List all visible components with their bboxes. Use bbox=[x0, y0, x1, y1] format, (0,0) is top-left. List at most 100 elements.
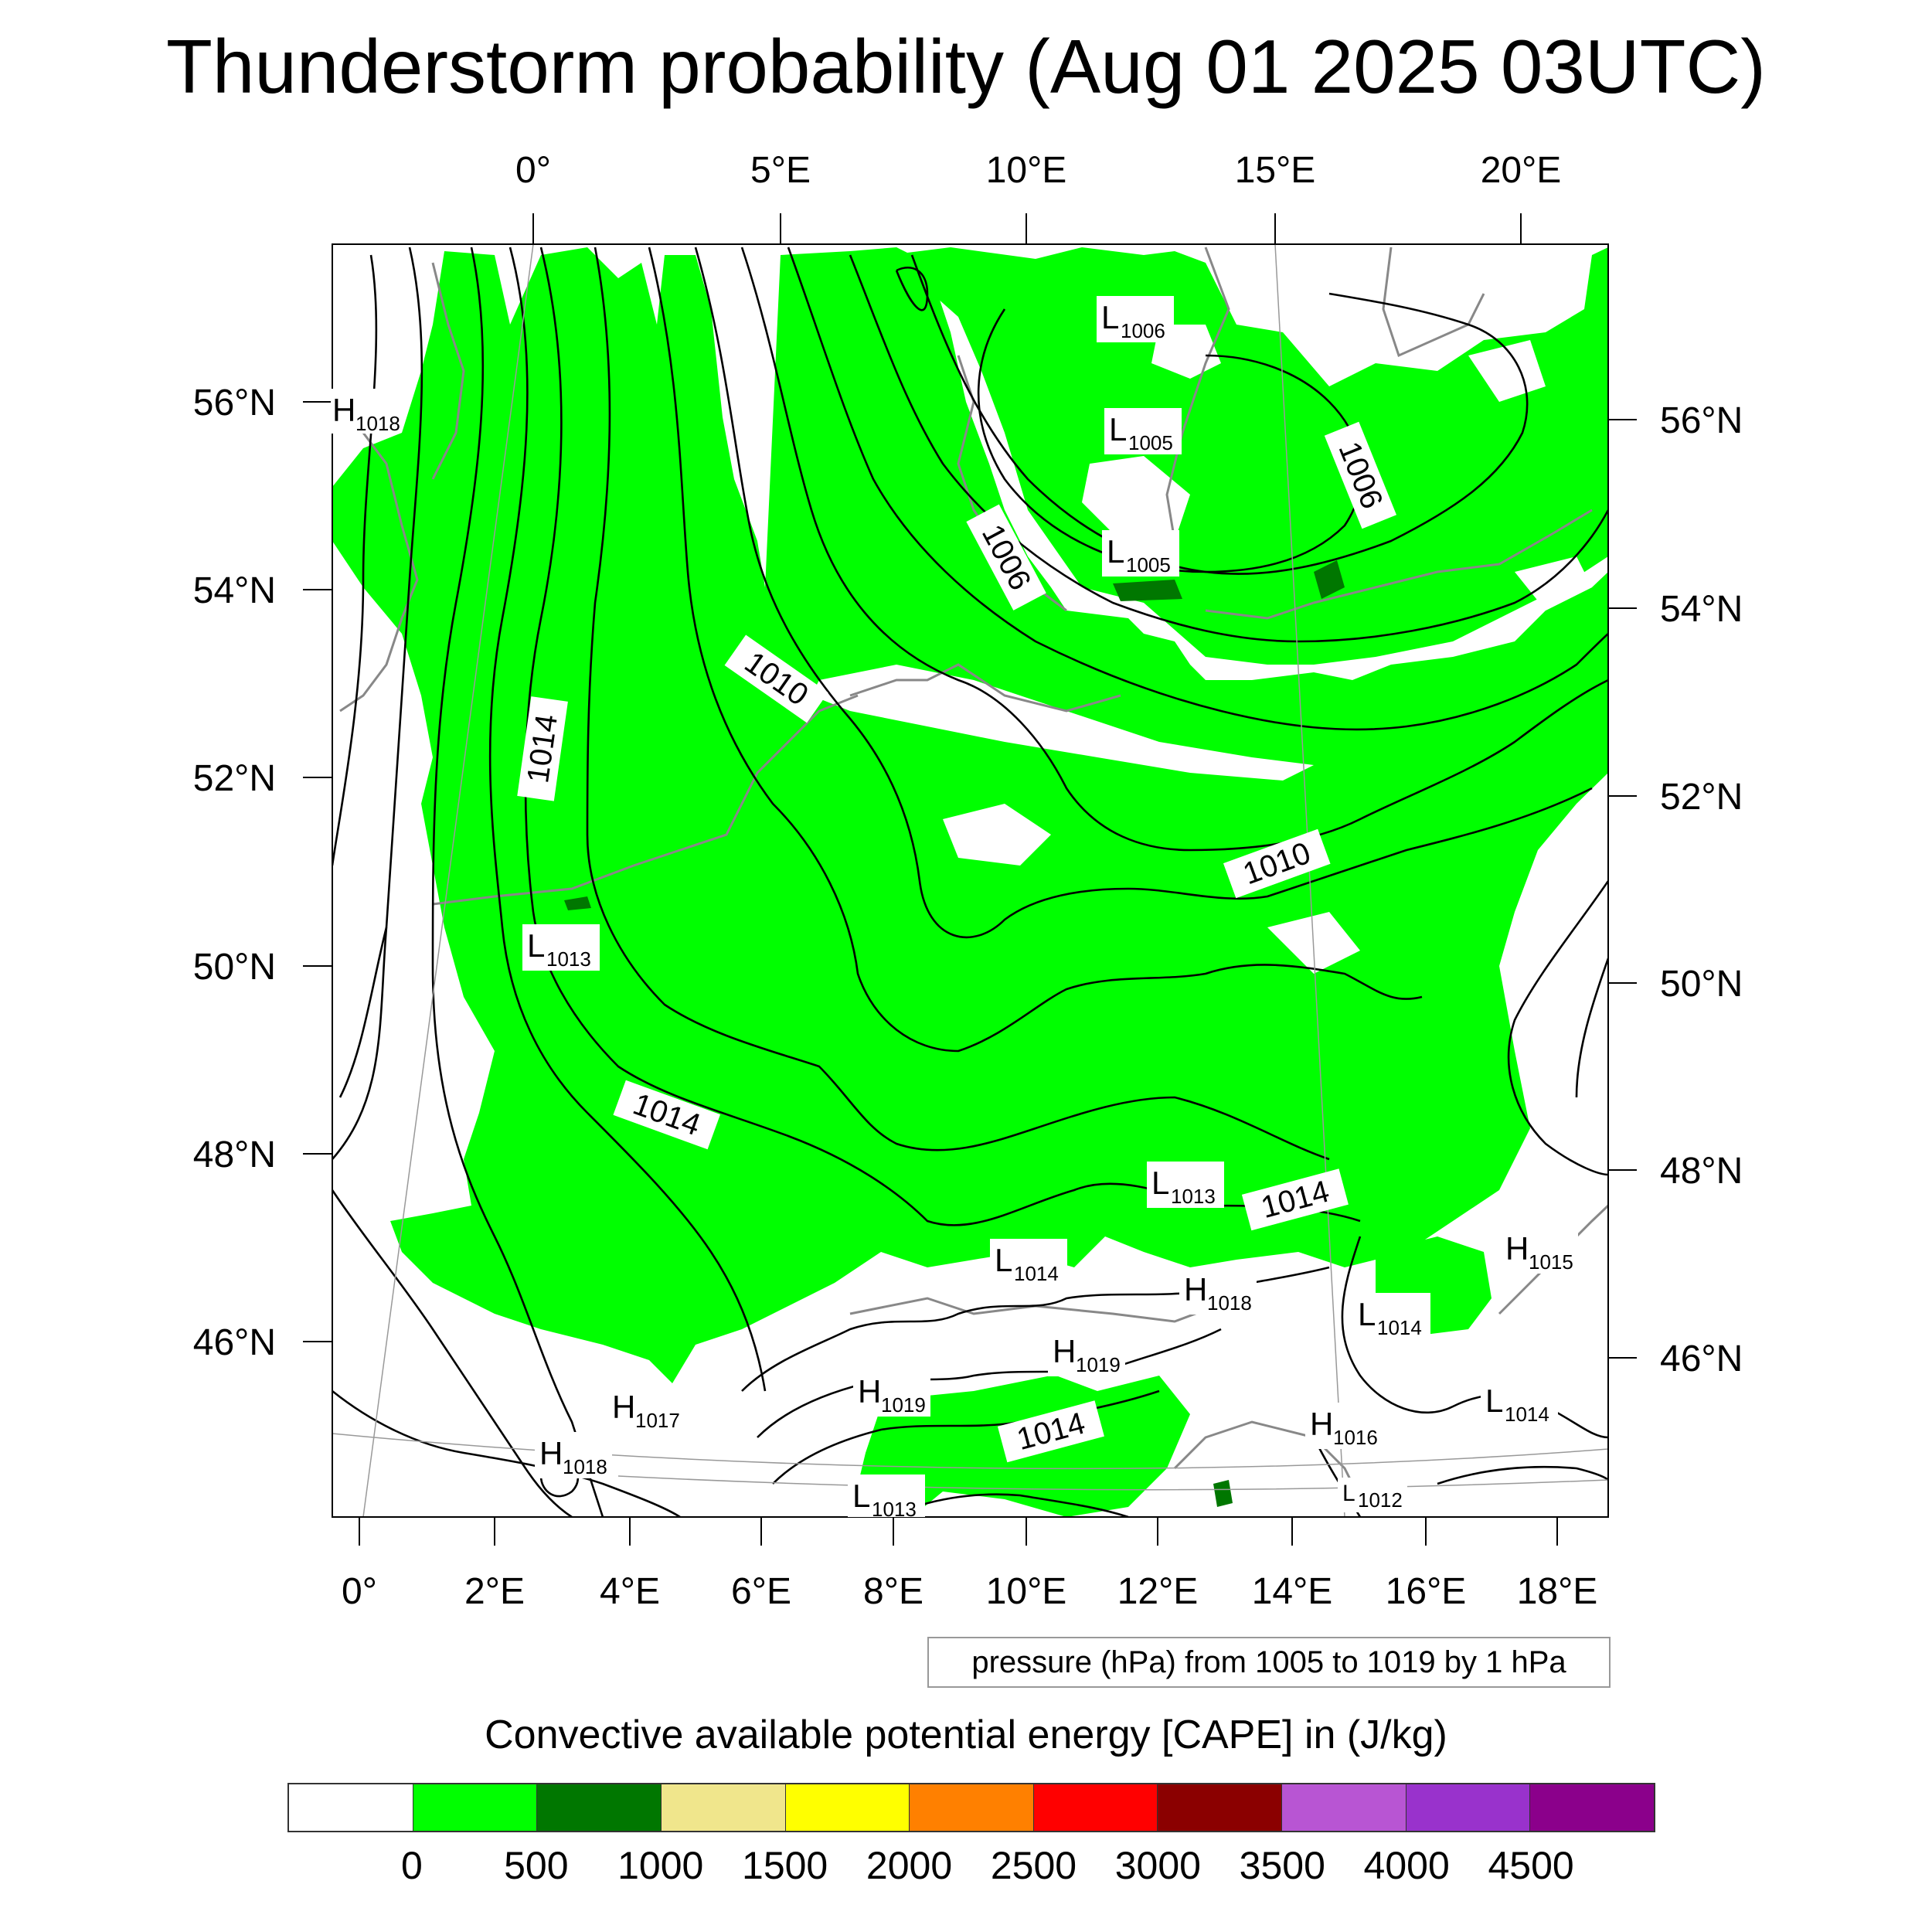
coastline-northsea bbox=[849, 663, 1121, 713]
colorbar-swatch bbox=[910, 1784, 1034, 1831]
pressure-center-value: 1013 bbox=[1171, 1185, 1216, 1208]
colorbar-label: 3000 bbox=[1114, 1844, 1201, 1887]
graticule-lat-45-b bbox=[617, 1475, 1608, 1491]
pressure-center-type: L bbox=[1107, 533, 1124, 570]
colorbar-label: 4000 bbox=[1363, 1844, 1450, 1887]
colorbar-label: 1000 bbox=[617, 1844, 704, 1887]
isobar-west-3 bbox=[431, 247, 604, 1517]
colorbar-label: 1500 bbox=[742, 1844, 828, 1887]
left-lat-label: 56°N bbox=[193, 383, 276, 423]
left-lat-label: 52°N bbox=[193, 758, 276, 799]
coastline-britain-east bbox=[431, 262, 465, 480]
isobar-east-1 bbox=[1507, 880, 1608, 1176]
pressure-center-value: 1014 bbox=[1377, 1316, 1422, 1339]
colorbar-swatch bbox=[1406, 1784, 1531, 1831]
pressure-center-type: H bbox=[1310, 1406, 1333, 1442]
coastline-adriatic bbox=[1173, 1420, 1362, 1500]
isobar-west-1 bbox=[332, 254, 378, 866]
colorbar-label: 4500 bbox=[1488, 1844, 1574, 1887]
right-ticks bbox=[1608, 419, 1637, 1359]
pressure-center-value: 1018 bbox=[355, 412, 400, 435]
pressure-center-type: L bbox=[527, 927, 545, 964]
isobar-1007 bbox=[910, 254, 1529, 575]
isobar-1013 bbox=[586, 247, 1330, 1161]
isobar-west-4 bbox=[488, 247, 767, 1392]
isobar-north-small bbox=[895, 266, 929, 311]
pressure-center-type: H bbox=[1505, 1230, 1529, 1267]
coastline-baltic-south bbox=[1205, 509, 1593, 620]
right-lat-label: 52°N bbox=[1660, 777, 1743, 818]
colorbar-label: 3500 bbox=[1239, 1844, 1325, 1887]
pressure-center-value: 1013 bbox=[872, 1498, 917, 1521]
pressure-center: H 1019 bbox=[1048, 1330, 1125, 1376]
cape-gap-3 bbox=[1082, 456, 1190, 541]
coastlines bbox=[338, 247, 1608, 1500]
pressure-center-type: L bbox=[1342, 1481, 1355, 1506]
top-lon-label: 20°E bbox=[1481, 150, 1562, 191]
pressure-center: L 1005 bbox=[1104, 408, 1182, 454]
pressure-center-type: L bbox=[1485, 1383, 1503, 1419]
cape-region-east bbox=[889, 247, 1608, 665]
top-lon-labels: 0° 5°E 10°E 15°E 20°E bbox=[515, 150, 1561, 191]
pressure-center-type: L bbox=[1358, 1296, 1376, 1332]
pressure-center-type: H bbox=[612, 1389, 635, 1425]
cape-spot-dark-4 bbox=[1213, 1480, 1233, 1507]
colorbar-swatch bbox=[1158, 1784, 1283, 1831]
left-lat-label: 46°N bbox=[193, 1322, 276, 1363]
isobar-1012 bbox=[648, 247, 1423, 1053]
isobar-se-3 bbox=[1437, 1465, 1608, 1485]
isobar-label-1014-west: 1014 bbox=[517, 696, 568, 801]
pressure-center-value: 1018 bbox=[563, 1455, 607, 1478]
pressure-center-type: H bbox=[1053, 1333, 1076, 1369]
bottom-lon-label: 10°E bbox=[986, 1571, 1067, 1612]
bottom-lon-label: 6°E bbox=[731, 1571, 791, 1612]
isobar-east-2 bbox=[1575, 957, 1608, 1098]
bottom-lon-labels: 0° 2°E 4°E 6°E 8°E 10°E 12°E 14°E 16°E 1… bbox=[342, 1571, 1597, 1612]
isobar-1014 bbox=[524, 247, 1361, 1226]
colorbar-label: 0 bbox=[401, 1844, 423, 1887]
isobar-sw-4 bbox=[338, 927, 388, 1098]
pressure-center: H 1018 bbox=[535, 1432, 612, 1478]
coastline-baltic bbox=[1382, 247, 1485, 358]
right-lat-label: 46°N bbox=[1660, 1338, 1743, 1379]
top-lon-label: 0° bbox=[515, 150, 551, 191]
pressure-center-type: H bbox=[539, 1435, 563, 1471]
isobar-sw-1 bbox=[332, 1189, 573, 1517]
colorbar-label: 2500 bbox=[990, 1844, 1077, 1887]
isobar-alps-2 bbox=[757, 1328, 1222, 1438]
right-lat-label: 54°N bbox=[1660, 589, 1743, 630]
pressure-center-value: 1005 bbox=[1126, 553, 1171, 577]
graticule bbox=[332, 244, 1608, 1517]
isobar-1006 bbox=[977, 308, 1363, 573]
chart-title: Thunderstorm probability (Aug 01 2025 03… bbox=[166, 24, 1766, 109]
left-lat-label: 50°N bbox=[193, 947, 276, 988]
colorbar-labels: 0 500 1000 1500 2000 2500 3000 3500 4000… bbox=[0, 1843, 1932, 1897]
cape-gap-2 bbox=[943, 804, 1051, 866]
pressure-center: L 1006 bbox=[1097, 296, 1174, 342]
pressure-center-value: 1006 bbox=[1121, 319, 1165, 342]
bottom-ticks bbox=[359, 1517, 1558, 1546]
bottom-lon-label: 0° bbox=[342, 1571, 377, 1612]
pressure-center: H 1019 bbox=[853, 1370, 930, 1417]
cape-gap-6 bbox=[1515, 556, 1592, 611]
pressure-center-type: L bbox=[1109, 411, 1127, 447]
colorbar-label: 500 bbox=[504, 1844, 569, 1887]
pressure-center: L 1014 bbox=[1481, 1379, 1558, 1426]
pressure-center: H 1018 bbox=[331, 389, 400, 435]
cape-spot-dark-2 bbox=[1314, 560, 1345, 599]
pressure-center-type: L bbox=[852, 1478, 870, 1514]
isobar-1011 bbox=[694, 247, 1593, 939]
pressure-center-value: 1019 bbox=[881, 1393, 926, 1417]
isobar-1010 bbox=[740, 247, 1608, 852]
top-lon-label: 15°E bbox=[1235, 150, 1316, 191]
colorbar-swatch bbox=[537, 1784, 662, 1831]
isobar-1008 bbox=[849, 254, 1608, 643]
pressure-center: L 1013 bbox=[848, 1475, 925, 1521]
graticule-lon-0 bbox=[362, 244, 534, 1517]
pressure-center: H 1016 bbox=[1305, 1403, 1383, 1449]
bottom-lon-label: 14°E bbox=[1252, 1571, 1333, 1612]
pressure-center: L 1014 bbox=[1353, 1293, 1430, 1339]
colorbar-swatch bbox=[661, 1784, 786, 1831]
pressure-center: L 1013 bbox=[522, 924, 600, 971]
